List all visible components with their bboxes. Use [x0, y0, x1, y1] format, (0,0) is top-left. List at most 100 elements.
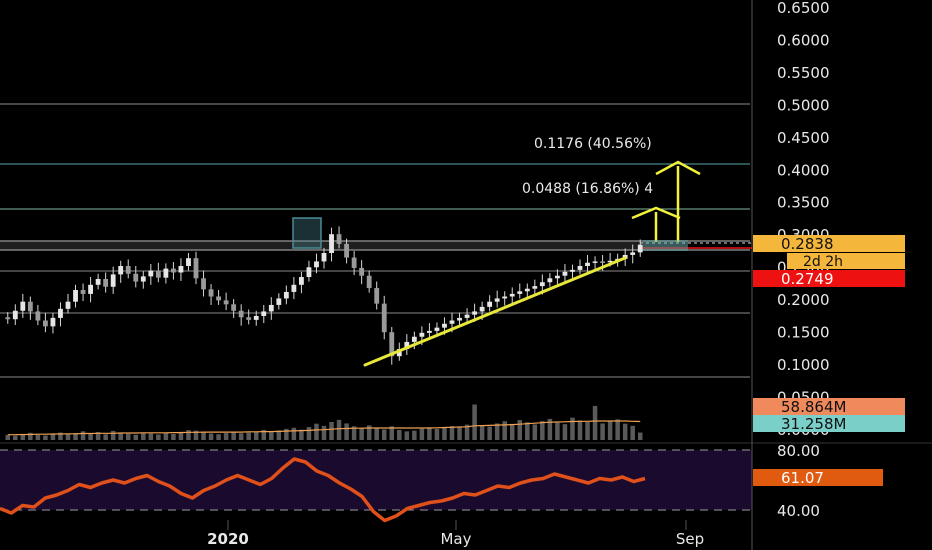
- candle-body: [457, 317, 462, 321]
- candle-body: [253, 315, 259, 320]
- candle-body: [110, 274, 116, 287]
- current-price-tag: 0.2838: [753, 235, 905, 253]
- volume-bar: [58, 432, 63, 440]
- volume-bar: [43, 435, 48, 440]
- time-label-2020: 2020: [207, 530, 249, 548]
- volume-bar: [216, 434, 221, 440]
- volume-bar: [95, 432, 101, 440]
- target-base-box: [643, 240, 688, 251]
- countdown-tag: 2d 2h: [787, 253, 905, 270]
- price-tick-label: 0.2000: [777, 291, 830, 309]
- candle-body: [570, 269, 575, 272]
- price-tick-label: 0.1500: [777, 324, 830, 342]
- candle-body: [411, 336, 417, 342]
- volume-bar: [472, 404, 477, 440]
- countdown-value: 2d 2h: [803, 254, 843, 270]
- volume-bar: [532, 424, 538, 440]
- candle-body: [178, 265, 184, 273]
- ascending-trendline[interactable]: [363, 256, 627, 367]
- volume-bar: [464, 424, 470, 440]
- price-tick-label: 0.4500: [777, 129, 830, 147]
- previous-price-tag: 0.2749: [753, 270, 905, 288]
- candle-body: [539, 282, 545, 287]
- volume-bar: [118, 432, 123, 440]
- candle-body: [103, 278, 109, 287]
- volume-tag: 31.258M: [753, 415, 905, 433]
- volume-bar: [449, 426, 455, 440]
- volume-bar: [321, 425, 327, 440]
- candle-body: [577, 265, 583, 270]
- candle-body: [246, 317, 252, 320]
- volume-bar: [103, 434, 108, 440]
- candle-body: [464, 314, 470, 318]
- volume-bar: [637, 432, 643, 440]
- volume-bar: [592, 405, 598, 440]
- volume-bar: [133, 434, 139, 440]
- target-arrow-head-1: [631, 206, 681, 220]
- price-tick-label: 0.5000: [777, 96, 830, 114]
- volume-bar: [412, 430, 417, 440]
- price-tick-label: 0.1000: [777, 356, 830, 374]
- volume-bar: [314, 423, 319, 440]
- volume-bar: [359, 428, 364, 440]
- candle-body: [517, 291, 523, 294]
- target-label-2: 0.0488 (16.86%) 4: [522, 181, 653, 197]
- volume-bar: [607, 421, 613, 440]
- volume-bar: [178, 431, 184, 440]
- price-tick-label: 0.6000: [777, 31, 830, 49]
- candle-body: [306, 267, 312, 278]
- volume-bar: [389, 426, 395, 440]
- volume-bar: [622, 423, 628, 440]
- candle-body: [344, 243, 349, 258]
- volume-bar: [630, 425, 635, 440]
- candle-body: [43, 320, 48, 327]
- candle-body: [148, 270, 154, 277]
- candle-body: [427, 330, 432, 333]
- candle-body: [487, 301, 493, 307]
- rsi-value: 61.07: [781, 469, 824, 487]
- price-tick-label: 0.4000: [777, 161, 830, 179]
- volume-bar: [540, 421, 545, 440]
- candle-body: [58, 308, 63, 318]
- candle-body: [630, 252, 636, 255]
- candle-body: [359, 267, 365, 276]
- target-label-1: 0.1176 (40.56%): [534, 136, 652, 152]
- volume-bar: [344, 423, 349, 440]
- volume-bar: [306, 427, 312, 440]
- volume-bar: [269, 432, 274, 440]
- price-axis[interactable]: 0.6500 0.6000 0.5500 0.5000 0.4500 0.4000 0.35…: [777, 0, 830, 439]
- candle-body: [35, 311, 41, 321]
- candle-body: [73, 290, 78, 302]
- previous-price-value: 0.2749: [781, 270, 834, 288]
- candle-body: [637, 244, 643, 253]
- volume-bar: [276, 430, 282, 440]
- volume-bar: [35, 434, 41, 440]
- volume-bar: [28, 432, 33, 440]
- candle-body: [12, 310, 18, 320]
- volume-bar: [208, 433, 214, 440]
- candle-body: [592, 261, 598, 263]
- volume-bar: [570, 417, 575, 440]
- candle-body: [509, 293, 515, 297]
- candle-body: [607, 260, 613, 263]
- candle-body: [201, 278, 206, 290]
- volume-bar: [186, 430, 191, 440]
- target-arrows: [631, 160, 701, 242]
- candle-body: [374, 288, 380, 304]
- candle-body: [555, 275, 560, 279]
- candle-body: [223, 300, 229, 305]
- volume-bar: [494, 423, 500, 440]
- candle-body: [125, 265, 131, 274]
- candle-body: [5, 317, 11, 320]
- volume-bar: [50, 433, 56, 440]
- volume-bar: [366, 425, 372, 440]
- rsi-level-80: 80.00: [777, 442, 820, 460]
- current-price-value: 0.2838: [781, 235, 834, 253]
- volume-ma-line: [7, 420, 641, 436]
- volume-bar: [238, 433, 244, 440]
- candle-body: [268, 304, 274, 312]
- volume-bar: [148, 433, 154, 440]
- price-tick-label: 0.6500: [777, 0, 830, 17]
- candle-body: [65, 301, 71, 309]
